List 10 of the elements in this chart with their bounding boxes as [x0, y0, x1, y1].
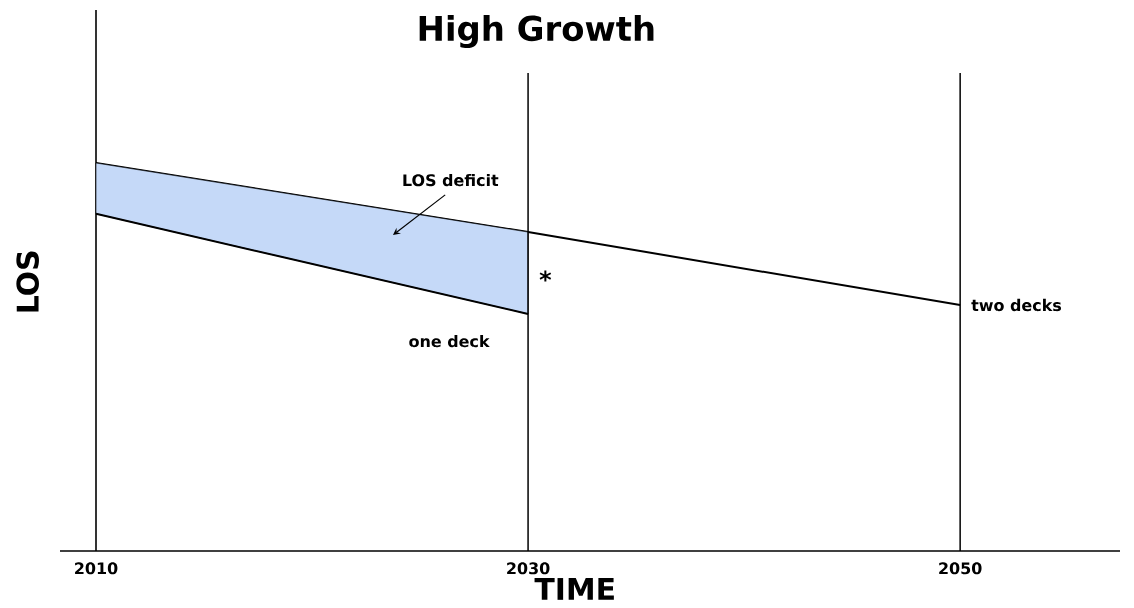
y-axis-title: LOS	[16, 251, 39, 312]
x-tick-label: 2010	[75, 562, 118, 575]
x-tick-label: 2050	[939, 562, 982, 575]
series-label: two decks	[971, 298, 1062, 312]
annotation: *	[539, 270, 552, 282]
x-tick-label: 2030	[507, 562, 550, 575]
annotation: LOS deficit	[403, 173, 499, 187]
x-axis-title: TIME	[534, 578, 614, 600]
series-label: one deck	[409, 334, 490, 348]
chart-title: High Growth	[419, 14, 654, 48]
